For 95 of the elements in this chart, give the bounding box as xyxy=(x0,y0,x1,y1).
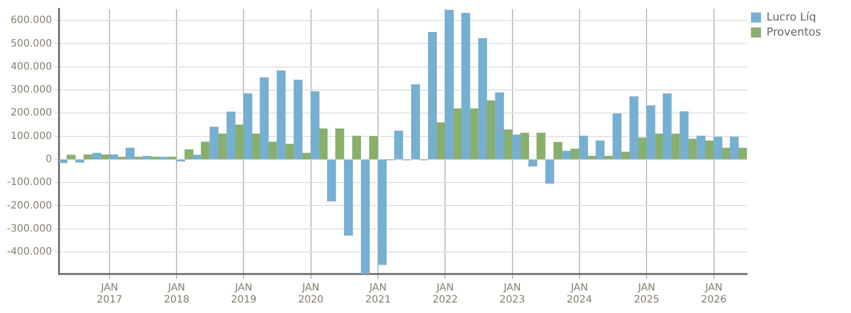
y-tick-label: 500.000 xyxy=(10,38,52,50)
bar xyxy=(75,160,84,163)
bar xyxy=(369,136,378,160)
bar xyxy=(66,154,76,160)
bar xyxy=(612,114,622,160)
bar xyxy=(646,105,656,160)
x-tick-label: JAN 2021 xyxy=(365,282,391,306)
bar xyxy=(495,92,504,160)
bar xyxy=(428,32,437,160)
bar xyxy=(604,156,613,160)
bar xyxy=(268,142,277,160)
bar xyxy=(596,140,605,160)
bar xyxy=(688,138,697,160)
bar xyxy=(461,12,470,160)
x-tick-label: JAN 2022 xyxy=(432,282,458,306)
bar xyxy=(234,124,244,160)
bar xyxy=(210,126,218,160)
bar xyxy=(670,134,680,160)
bar xyxy=(109,154,118,160)
bar xyxy=(469,108,478,160)
bar xyxy=(394,130,404,160)
bar xyxy=(486,100,496,160)
x-tick-label: JAN 2023 xyxy=(500,282,526,306)
bar xyxy=(58,160,68,164)
bar xyxy=(327,160,336,202)
bar xyxy=(478,38,488,160)
bar xyxy=(545,160,554,184)
bar xyxy=(302,152,311,160)
bar xyxy=(528,160,538,166)
y-tick-label: 300.000 xyxy=(10,84,52,96)
bar xyxy=(84,154,92,160)
bar xyxy=(184,149,194,160)
bar xyxy=(680,111,689,160)
bar xyxy=(696,136,706,160)
bar xyxy=(159,156,168,160)
y-tick-label: 200.000 xyxy=(10,108,52,119)
bar xyxy=(579,136,588,160)
bar xyxy=(134,156,143,160)
legend-label: Proventos xyxy=(766,25,822,38)
bar xyxy=(378,160,387,265)
y-tick-label: 400.000 xyxy=(10,61,52,72)
bar xyxy=(730,136,739,160)
y-tick-label: -300.000 xyxy=(6,223,52,234)
bar xyxy=(200,142,210,160)
bar xyxy=(520,132,530,160)
bar xyxy=(150,156,160,160)
bar xyxy=(318,128,328,160)
bar xyxy=(503,129,512,160)
bar xyxy=(126,148,134,160)
bar xyxy=(192,154,202,160)
bar xyxy=(620,152,630,160)
y-tick-label: 600.000 xyxy=(10,15,52,26)
bar xyxy=(142,156,152,160)
bar xyxy=(562,150,572,160)
bar xyxy=(284,144,294,160)
bar xyxy=(360,160,370,274)
bar xyxy=(344,160,353,236)
bar xyxy=(630,96,638,160)
x-tick-label: JAN 2026 xyxy=(701,282,726,306)
x-tick-label: JAN 2017 xyxy=(96,282,122,306)
bar xyxy=(512,134,521,160)
bar xyxy=(352,136,362,160)
x-tick-label: JAN 2025 xyxy=(634,282,660,306)
bar xyxy=(335,128,344,160)
bar xyxy=(168,156,176,160)
bar xyxy=(92,152,102,160)
legend-label: Lucro Líq xyxy=(766,10,816,24)
bar xyxy=(536,132,546,160)
y-tick-label: 100.000 xyxy=(10,130,52,142)
bar xyxy=(294,80,302,160)
bar xyxy=(553,142,562,160)
x-tick-label: JAN 2020 xyxy=(298,282,324,306)
bar xyxy=(243,93,252,160)
bar xyxy=(218,134,227,160)
bar xyxy=(570,148,580,160)
bar xyxy=(444,10,454,160)
bar xyxy=(738,148,747,160)
bar xyxy=(714,136,722,160)
bar xyxy=(662,93,672,160)
x-tick-label: JAN 2024 xyxy=(566,282,592,306)
bar xyxy=(276,70,286,160)
y-tick-label: -100.000 xyxy=(6,177,52,188)
x-tick-label: JAN 2019 xyxy=(230,282,256,306)
x-tick-label: JAN 2018 xyxy=(164,282,190,306)
bar xyxy=(704,140,714,160)
bar xyxy=(226,112,236,160)
bar xyxy=(436,122,446,160)
bar xyxy=(100,154,110,160)
bar xyxy=(411,84,420,160)
bar xyxy=(638,138,647,160)
bar xyxy=(260,77,269,160)
y-tick-label: -400.000 xyxy=(6,246,52,258)
bar xyxy=(310,91,320,160)
y-tick-label: -200.000 xyxy=(6,200,52,212)
y-tick-label: 0 xyxy=(46,154,52,166)
